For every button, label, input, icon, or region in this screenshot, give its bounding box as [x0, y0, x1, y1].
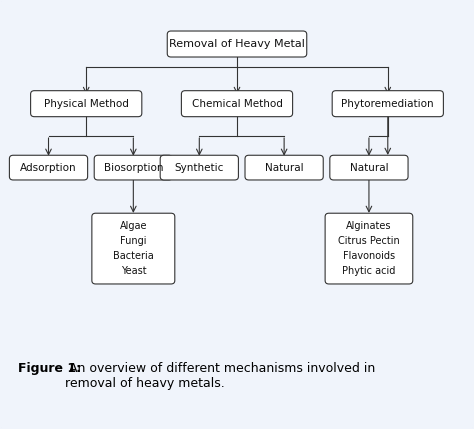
Text: Physical Method: Physical Method [44, 99, 128, 109]
FancyBboxPatch shape [160, 155, 238, 180]
Text: Natural: Natural [265, 163, 303, 172]
FancyBboxPatch shape [325, 213, 413, 284]
Text: Biosorption: Biosorption [104, 163, 163, 172]
Text: Alginates
Citrus Pectin
Flavonoids
Phytic acid: Alginates Citrus Pectin Flavonoids Phyti… [338, 221, 400, 276]
Text: Algae
Fungi
Bacteria
Yeast: Algae Fungi Bacteria Yeast [113, 221, 154, 276]
FancyBboxPatch shape [31, 91, 142, 117]
FancyBboxPatch shape [167, 31, 307, 57]
FancyBboxPatch shape [94, 155, 173, 180]
Text: Synthetic: Synthetic [174, 163, 224, 172]
Text: Removal of Heavy Metal: Removal of Heavy Metal [169, 39, 305, 49]
FancyBboxPatch shape [9, 155, 88, 180]
FancyBboxPatch shape [182, 91, 292, 117]
FancyBboxPatch shape [330, 155, 408, 180]
Text: Figure 1:: Figure 1: [18, 362, 81, 375]
Text: Adsorption: Adsorption [20, 163, 77, 172]
FancyBboxPatch shape [332, 91, 443, 117]
FancyBboxPatch shape [245, 155, 323, 180]
Text: Phytoremediation: Phytoremediation [341, 99, 434, 109]
Text: An overview of different mechanisms involved in
removal of heavy metals.: An overview of different mechanisms invo… [65, 362, 375, 390]
Text: Natural: Natural [350, 163, 388, 172]
FancyBboxPatch shape [92, 213, 175, 284]
Text: Chemical Method: Chemical Method [191, 99, 283, 109]
